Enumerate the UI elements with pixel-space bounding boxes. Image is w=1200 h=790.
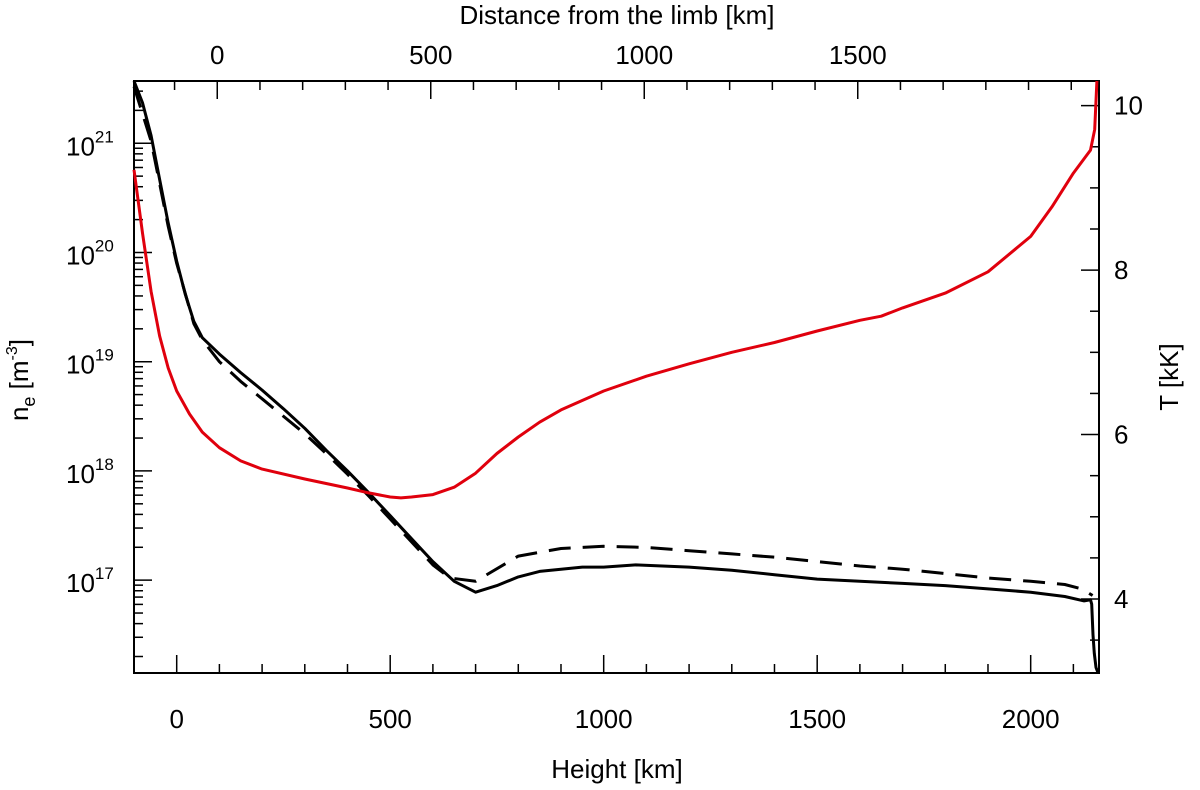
left-axis-title: ne [m-3] <box>4 339 39 421</box>
right-tick-label: 4 <box>1114 584 1128 614</box>
series-line-2 <box>132 80 1099 500</box>
left-axis-title-sub: e <box>19 397 39 407</box>
top-axis-title: Distance from the limb [km] <box>460 0 775 30</box>
left-tick-label: 1019 <box>66 346 114 380</box>
left-tick-label: 1018 <box>66 455 114 489</box>
right-axis-title: T [kK] <box>1154 343 1184 410</box>
series-line-0 <box>132 80 1100 674</box>
top-tick-label: 500 <box>409 40 452 70</box>
left-tick-label: 1017 <box>66 564 114 598</box>
top-tick-label: 0 <box>210 40 224 70</box>
series-line-1 <box>132 86 1094 597</box>
ticks <box>133 81 1099 673</box>
tick-labels: 0 500 1000 1500 2000 0 500 1000 1500 1017 1018 1019… <box>66 40 1143 734</box>
left-axis-title-sup: -3 <box>4 346 21 360</box>
x-tick-label: 0 <box>169 704 183 734</box>
x-axis-title: Height [km] <box>551 754 683 784</box>
x-tick-label: 1000 <box>575 704 633 734</box>
left-tick-label: 1021 <box>66 127 114 161</box>
left-axis-title-base: n <box>4 407 34 421</box>
left-tick-label: 1020 <box>66 236 114 270</box>
x-tick-label: 1500 <box>788 704 846 734</box>
top-tick-label: 1000 <box>615 40 673 70</box>
right-tick-label: 6 <box>1114 420 1128 450</box>
left-axis-title-rest: [m <box>4 360 34 396</box>
x-tick-label: 500 <box>368 704 411 734</box>
right-tick-label: 10 <box>1114 91 1143 121</box>
top-tick-label: 1500 <box>829 40 887 70</box>
right-tick-label: 8 <box>1114 255 1128 285</box>
x-tick-label: 2000 <box>1002 704 1060 734</box>
series <box>132 80 1100 674</box>
plot-frame <box>133 80 1100 674</box>
left-axis-title-close: ] <box>4 339 34 346</box>
